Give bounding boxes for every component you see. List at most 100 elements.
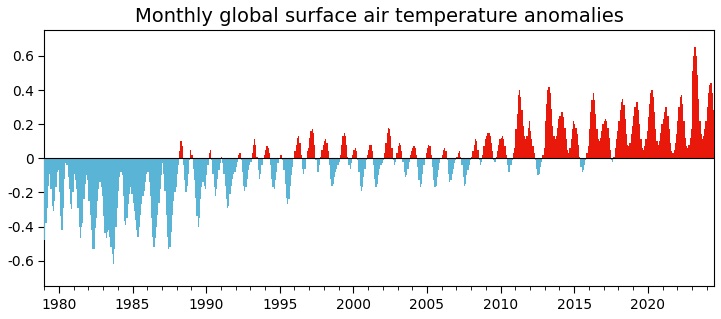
Bar [596, 129, 598, 158]
Bar [215, 158, 216, 196]
Bar [49, 158, 50, 174]
Bar [245, 158, 247, 187]
Bar [404, 158, 405, 172]
Bar [697, 75, 698, 158]
Bar [578, 145, 579, 158]
Bar [717, 138, 719, 158]
Bar [583, 158, 584, 170]
Bar [383, 158, 384, 160]
Bar [173, 158, 174, 201]
Bar [368, 150, 369, 158]
Bar [463, 158, 464, 177]
Bar [589, 129, 590, 158]
Bar [281, 155, 282, 158]
Bar [626, 134, 627, 158]
Bar [59, 158, 60, 192]
Bar [654, 112, 655, 158]
Bar [363, 158, 364, 177]
Bar [151, 158, 152, 218]
Bar [467, 158, 469, 170]
Bar [71, 158, 72, 210]
Bar [159, 158, 161, 189]
Bar [122, 158, 123, 175]
Bar [568, 153, 570, 158]
Bar [430, 155, 432, 158]
Bar [319, 158, 320, 165]
Bar [477, 150, 479, 158]
Bar [508, 158, 509, 172]
Bar [336, 158, 337, 168]
Bar [346, 145, 348, 158]
Bar [535, 158, 536, 160]
Bar [283, 158, 285, 170]
Bar [63, 158, 64, 208]
Bar [84, 158, 85, 199]
Bar [514, 148, 516, 158]
Bar [703, 136, 704, 158]
Bar [348, 158, 350, 165]
Bar [231, 158, 232, 186]
Bar [96, 158, 97, 218]
Bar [422, 158, 423, 174]
Bar [392, 148, 393, 158]
Bar [388, 128, 389, 158]
Bar [236, 158, 238, 162]
Bar [557, 128, 558, 158]
Bar [482, 155, 483, 158]
Bar [76, 158, 77, 189]
Bar [614, 157, 615, 158]
Bar [594, 100, 595, 158]
Bar [470, 158, 471, 160]
Bar [367, 155, 368, 158]
Bar [204, 158, 205, 186]
Bar [172, 158, 173, 215]
Bar [465, 158, 466, 184]
Bar [80, 158, 81, 239]
Bar [464, 158, 465, 186]
Bar [189, 158, 190, 160]
Bar [598, 141, 600, 158]
Bar [665, 107, 666, 158]
Bar [409, 158, 410, 162]
Bar [351, 158, 352, 163]
Bar [713, 110, 714, 158]
Bar [269, 153, 270, 158]
Bar [523, 126, 524, 158]
Bar [334, 158, 335, 177]
Bar [47, 158, 48, 208]
Bar [600, 138, 601, 158]
Bar [345, 136, 346, 158]
Bar [323, 145, 324, 158]
Bar [660, 133, 661, 158]
Bar [309, 138, 311, 158]
Bar [472, 152, 474, 158]
Bar [161, 158, 162, 175]
Bar [417, 158, 418, 167]
Bar [466, 158, 467, 175]
Bar [615, 148, 616, 158]
Bar [85, 158, 86, 184]
Bar [476, 141, 477, 158]
Bar [304, 158, 306, 168]
Bar [415, 148, 416, 158]
Bar [112, 158, 113, 254]
Bar [115, 158, 117, 226]
Bar [126, 158, 128, 218]
Bar [226, 158, 227, 199]
Bar [456, 157, 458, 158]
Bar [720, 122, 721, 158]
Bar [585, 158, 586, 160]
Bar [101, 158, 102, 187]
Bar [386, 133, 388, 158]
Bar [358, 158, 360, 172]
Bar [497, 152, 498, 158]
Bar [666, 107, 668, 158]
Bar [120, 158, 122, 172]
Bar [610, 150, 611, 158]
Bar [668, 129, 670, 158]
Bar [182, 146, 183, 158]
Bar [518, 95, 519, 158]
Bar [395, 158, 397, 162]
Bar [412, 148, 414, 158]
Bar [389, 129, 390, 158]
